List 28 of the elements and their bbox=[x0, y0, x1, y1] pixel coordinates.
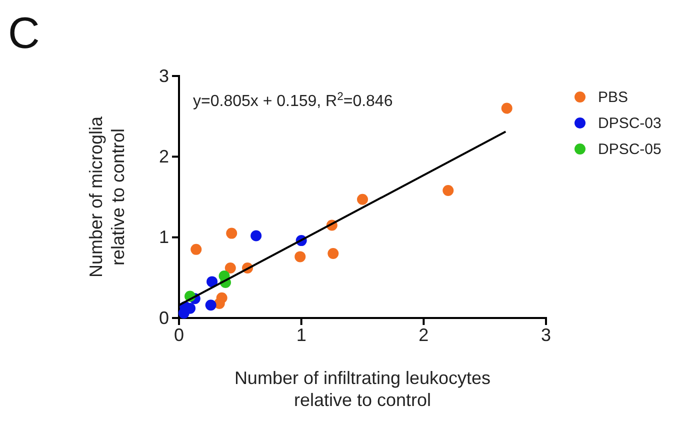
point bbox=[442, 185, 454, 196]
point bbox=[501, 102, 512, 114]
y-tick-label: 3 bbox=[158, 66, 169, 86]
y-axis-title: Number of microglia relative to control bbox=[86, 115, 128, 278]
point bbox=[250, 230, 262, 242]
x-axis-title: Number of infiltrating leukocytes relative to control bbox=[234, 368, 491, 410]
x-tick-label: 0 bbox=[174, 324, 184, 345]
y-tick-label: 0 bbox=[158, 308, 169, 328]
point bbox=[226, 228, 238, 239]
y-tick-label: 1 bbox=[158, 227, 169, 248]
x-tick-label: 3 bbox=[540, 324, 552, 345]
text: C bbox=[8, 9, 40, 58]
x-tick-label: 1 bbox=[296, 324, 306, 345]
point bbox=[328, 248, 339, 259]
legend-label: DPSC-05 bbox=[598, 141, 662, 158]
point bbox=[294, 251, 306, 262]
y-tick-label: 2 bbox=[158, 146, 169, 166]
x-tick-label: 2 bbox=[418, 324, 429, 345]
point bbox=[214, 298, 225, 309]
point bbox=[206, 276, 218, 288]
annotation: y=0.805x + 0.159, R$^{2}$=0.846 bbox=[193, 91, 393, 110]
point bbox=[357, 194, 368, 205]
legend-label: PBS bbox=[598, 89, 628, 106]
point bbox=[224, 262, 236, 274]
legend-label: DPSC-03 bbox=[598, 115, 662, 132]
point bbox=[190, 244, 202, 255]
point bbox=[178, 308, 190, 319]
point bbox=[205, 300, 216, 311]
